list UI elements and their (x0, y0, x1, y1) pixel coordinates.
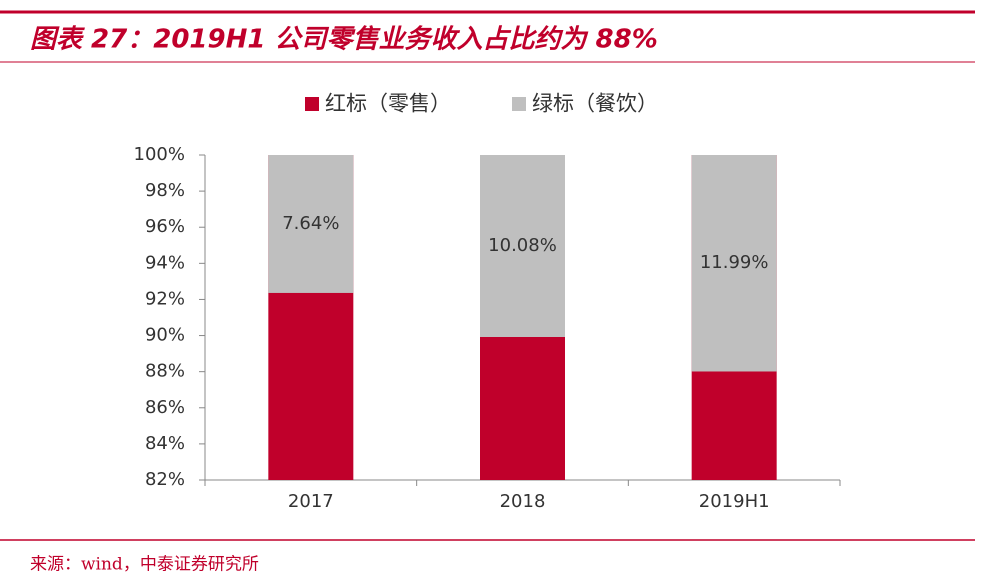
y-tick-label: 88% (145, 361, 185, 382)
legend-swatch (305, 97, 319, 111)
y-tick-label: 96% (145, 216, 185, 237)
source: 来源：wind，中泰证券研究所 (30, 555, 259, 575)
x-tick-label: 2017 (288, 491, 334, 512)
value-label: 7.64% (282, 213, 339, 234)
y-tick-label: 94% (145, 252, 185, 273)
y-tick-label: 92% (145, 288, 185, 309)
legend-label: 红标（零售） (325, 92, 451, 116)
y-tick-label: 98% (145, 180, 185, 201)
bar-segment (268, 155, 354, 293)
legend-swatch (512, 97, 526, 111)
value-label: 10.08% (488, 235, 557, 256)
bar-segment (691, 155, 777, 372)
x-tick-label: 2018 (500, 491, 546, 512)
y-tick-label: 82% (145, 469, 185, 490)
y-tick-label: 90% (145, 325, 185, 346)
x-tick-label: 2019H1 (699, 491, 770, 512)
y-tick-label: 84% (145, 433, 185, 454)
y-tick-label: 100% (134, 144, 185, 165)
y-tick-label: 86% (145, 397, 185, 418)
value-label: 11.99% (700, 252, 769, 273)
chart-title: 图表 27：2019H1 公司零售业务收入占比约为 88% (30, 25, 658, 55)
legend-label: 绿标（餐饮） (532, 92, 658, 116)
bar-segment (480, 155, 565, 337)
